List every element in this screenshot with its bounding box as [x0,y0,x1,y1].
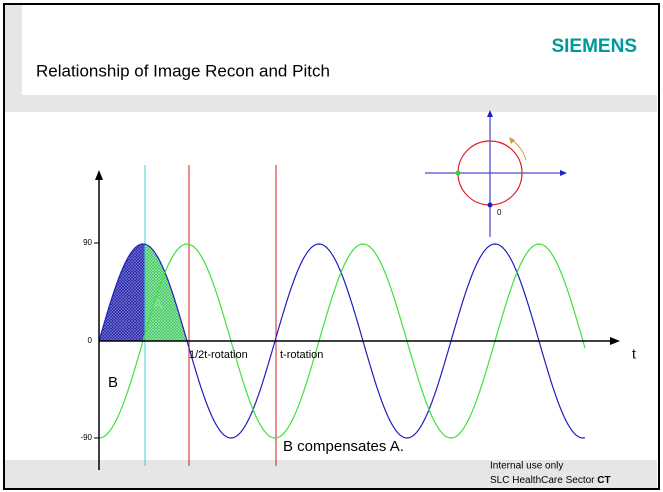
footer-band [5,460,657,488]
blue-dot [487,202,493,208]
inset-label: 0 [497,208,502,217]
inset-arrow [487,110,493,117]
slide-title: Relationship of Image Recon and Pitch [36,61,330,80]
footer-text: SLC HealthCare Sector [490,475,595,486]
plot: 90 0 -90 t 1/2t-rotation t-rotation A B … [80,165,636,470]
x-axis-label: t [632,346,636,362]
inset: 0 [425,110,567,237]
frame [3,3,660,490]
area-b [99,244,145,341]
y-arrow [95,170,103,180]
label: A [153,296,163,312]
blue-curve [98,243,586,439]
y-tick-label: 90 [83,238,92,247]
green-dot [455,170,461,176]
header-band [5,95,657,112]
inset-arrow [560,170,567,176]
label: B compensates A. [283,438,404,455]
y-tick-label: 0 [88,336,93,345]
footer-bold: CT [597,475,610,486]
area-a [145,244,187,341]
label: t-rotation [280,349,323,361]
x-arrow [610,337,620,345]
rotation-arrowhead [509,137,515,144]
logo: SIEMENS [551,36,637,57]
footer-text: Internal use only [490,461,563,472]
left-strip [5,5,22,95]
footer-text: SLC HealthCare Sector CT [490,475,611,486]
label: B [108,374,118,391]
label: 1/2t-rotation [189,349,248,361]
green-curve [98,243,586,439]
y-tick-label: -90 [80,433,92,442]
